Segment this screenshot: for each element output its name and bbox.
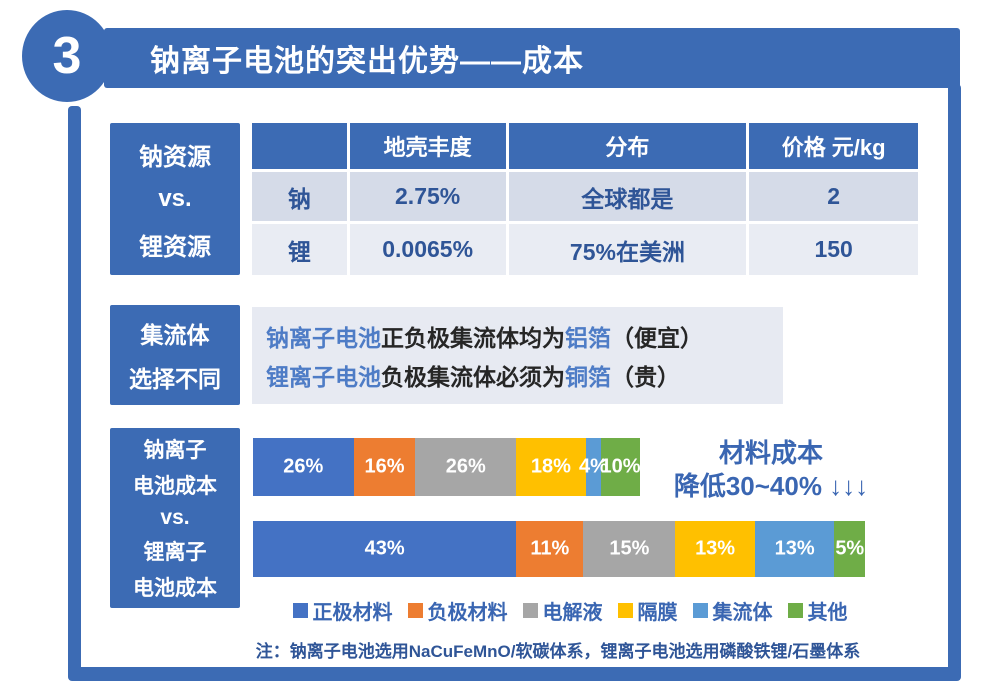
table-header-cell: 价格 元/kg <box>749 123 918 169</box>
bar-segment-集流体: 4% <box>579 438 608 496</box>
resource-comparison-table: 地壳丰度 分布 价格 元/kg 钠 2.75% 全球都是 2 锂 0.0065% 75%在美洲 15… <box>252 123 918 275</box>
bar-segment-label: 18% <box>530 455 571 478</box>
bar-segment-正极材料: 43% <box>253 521 517 577</box>
page-title: 钠离子电池的突出优势——成本 <box>150 45 584 78</box>
legend-swatch <box>617 603 633 618</box>
bar-segment-正极材料: 26% <box>253 438 354 496</box>
header-bar: 钠离子电池的突出优势——成本 <box>104 28 960 88</box>
bar-segment-label: 15% <box>609 537 650 560</box>
table-cell: 75%在美洲 <box>508 224 747 275</box>
chart-legend: 正极材料 负极材料 电解液 隔膜 集流体 其他 <box>240 596 900 625</box>
bar-segment-电解液: 15% <box>583 521 676 577</box>
table-cell: 2 <box>749 172 918 221</box>
table-cell: 钠 <box>252 172 347 221</box>
legend-item: 正极材料 <box>292 596 393 625</box>
bar-segment-label: 13% <box>774 537 815 560</box>
bar-segment-集流体: 13% <box>754 521 835 577</box>
frame-left-line <box>68 106 81 680</box>
sidebar-label-line: vs. <box>160 506 190 529</box>
legend-label: 正极材料 <box>312 602 393 624</box>
legend-swatch <box>292 603 308 618</box>
footnote: 注：钠离子电池选用NaCuFeMnO/软碳体系，锂离子电池选用磷酸铁锂/石墨体系 <box>255 642 861 661</box>
bar-segment-label: 43% <box>364 537 405 560</box>
section-number: 3 <box>52 27 82 85</box>
plain-text: 负极集流体必须为 <box>381 364 565 391</box>
sidebar-label-line: 锂离子 <box>143 541 207 564</box>
table-cell: 2.75% <box>349 172 506 221</box>
label-sodium-vs-lithium-resources: 钠资源 vs. 锂资源 <box>110 123 240 275</box>
bar-segment-label: 11% <box>530 537 570 560</box>
bar-segment-电解液: 26% <box>415 438 517 496</box>
sidebar-label-line: 钠资源 <box>139 143 211 171</box>
section-number-badge: 3 <box>22 10 112 102</box>
table-header-cell <box>252 123 347 169</box>
highlighted-term: 钠离子电池 <box>266 324 381 351</box>
bar-segment-label: 26% <box>445 455 486 478</box>
legend-swatch <box>522 603 538 618</box>
legend-label: 隔膜 <box>637 602 678 624</box>
legend-item: 负极材料 <box>407 596 508 625</box>
plain-text: （便宜） <box>611 324 703 351</box>
table-header-cell: 分布 <box>508 123 747 169</box>
bar-segment-label: 4% <box>578 455 608 478</box>
frame-bottom-line <box>68 667 961 681</box>
plain-text: 正负极集流体均为 <box>381 324 565 351</box>
bar-segment-label: 16% <box>364 455 405 478</box>
table-cell: 150 <box>749 224 918 275</box>
legend-label: 电解液 <box>542 602 603 624</box>
bar-segment-其他: 10% <box>600 438 641 496</box>
collector-comparison-panel: 钠离子电池正负极集流体均为铝箔（便宜） 锂离子电池负极集流体必须为铜箔（贵） <box>252 307 783 404</box>
table-header-cell: 地壳丰度 <box>349 123 506 169</box>
legend-swatch <box>407 603 423 618</box>
collector-line: 钠离子电池正负极集流体均为铝箔（便宜） <box>266 319 783 353</box>
highlighted-term: 铝箔 <box>565 324 611 351</box>
sidebar-label-line: 钠离子 <box>143 439 207 462</box>
label-cost-comparison: 钠离子 电池成本 vs. 锂离子 电池成本 <box>110 428 240 608</box>
label-current-collector-choice: 集流体 选择不同 <box>110 305 240 405</box>
legend-label: 集流体 <box>712 602 773 624</box>
legend-swatch <box>692 603 708 618</box>
sidebar-label-line: 电池成本 <box>133 577 217 600</box>
bar-segment-其他: 5% <box>834 521 866 577</box>
legend-item: 其他 <box>787 596 848 625</box>
bar-segment-label: 5% <box>835 537 865 560</box>
bar-segment-label: 13% <box>695 537 736 560</box>
table-cell: 锂 <box>252 224 347 275</box>
bar-segment-label: 26% <box>283 455 324 478</box>
bar-segment-label: 10% <box>600 455 641 478</box>
sidebar-label-line: 选择不同 <box>129 366 221 393</box>
cost-reduction-annotation: 材料成本 降低30~40% ↓↓↓ <box>645 437 897 503</box>
table-cell: 全球都是 <box>508 172 747 221</box>
bar-segment-负极材料: 16% <box>353 438 416 496</box>
sidebar-label-line: 集流体 <box>140 321 210 348</box>
bar-segment-隔膜: 13% <box>675 521 755 577</box>
legend-label: 负极材料 <box>427 602 508 624</box>
table-cell: 0.0065% <box>349 224 506 275</box>
legend-item: 集流体 <box>692 596 773 625</box>
collector-line: 锂离子电池负极集流体必须为铜箔（贵） <box>266 358 783 392</box>
bar-segment-负极材料: 11% <box>516 521 584 577</box>
sidebar-label-line: 电池成本 <box>133 475 217 498</box>
legend-label: 其他 <box>807 602 848 624</box>
highlighted-term: 锂离子电池 <box>266 364 381 391</box>
bar-segment-隔膜: 18% <box>516 438 586 496</box>
sidebar-label-line: vs. <box>158 185 192 212</box>
legend-swatch <box>787 603 803 618</box>
annotation-line: 降低30~40% ↓↓↓ <box>673 471 869 501</box>
highlighted-term: 铜箔 <box>565 364 611 391</box>
legend-item: 电解液 <box>522 596 603 625</box>
lithium-battery-cost-bar: 43% 11% 15% 13% 13% 5% <box>253 521 866 577</box>
sodium-battery-cost-bar: 26% 16% 26% 18% 4% 10% <box>253 438 641 496</box>
sidebar-label-line: 锂资源 <box>139 233 211 261</box>
frame-right-line <box>948 84 961 680</box>
plain-text: （贵） <box>611 364 680 391</box>
legend-item: 隔膜 <box>617 596 678 625</box>
annotation-line: 材料成本 <box>718 438 823 468</box>
